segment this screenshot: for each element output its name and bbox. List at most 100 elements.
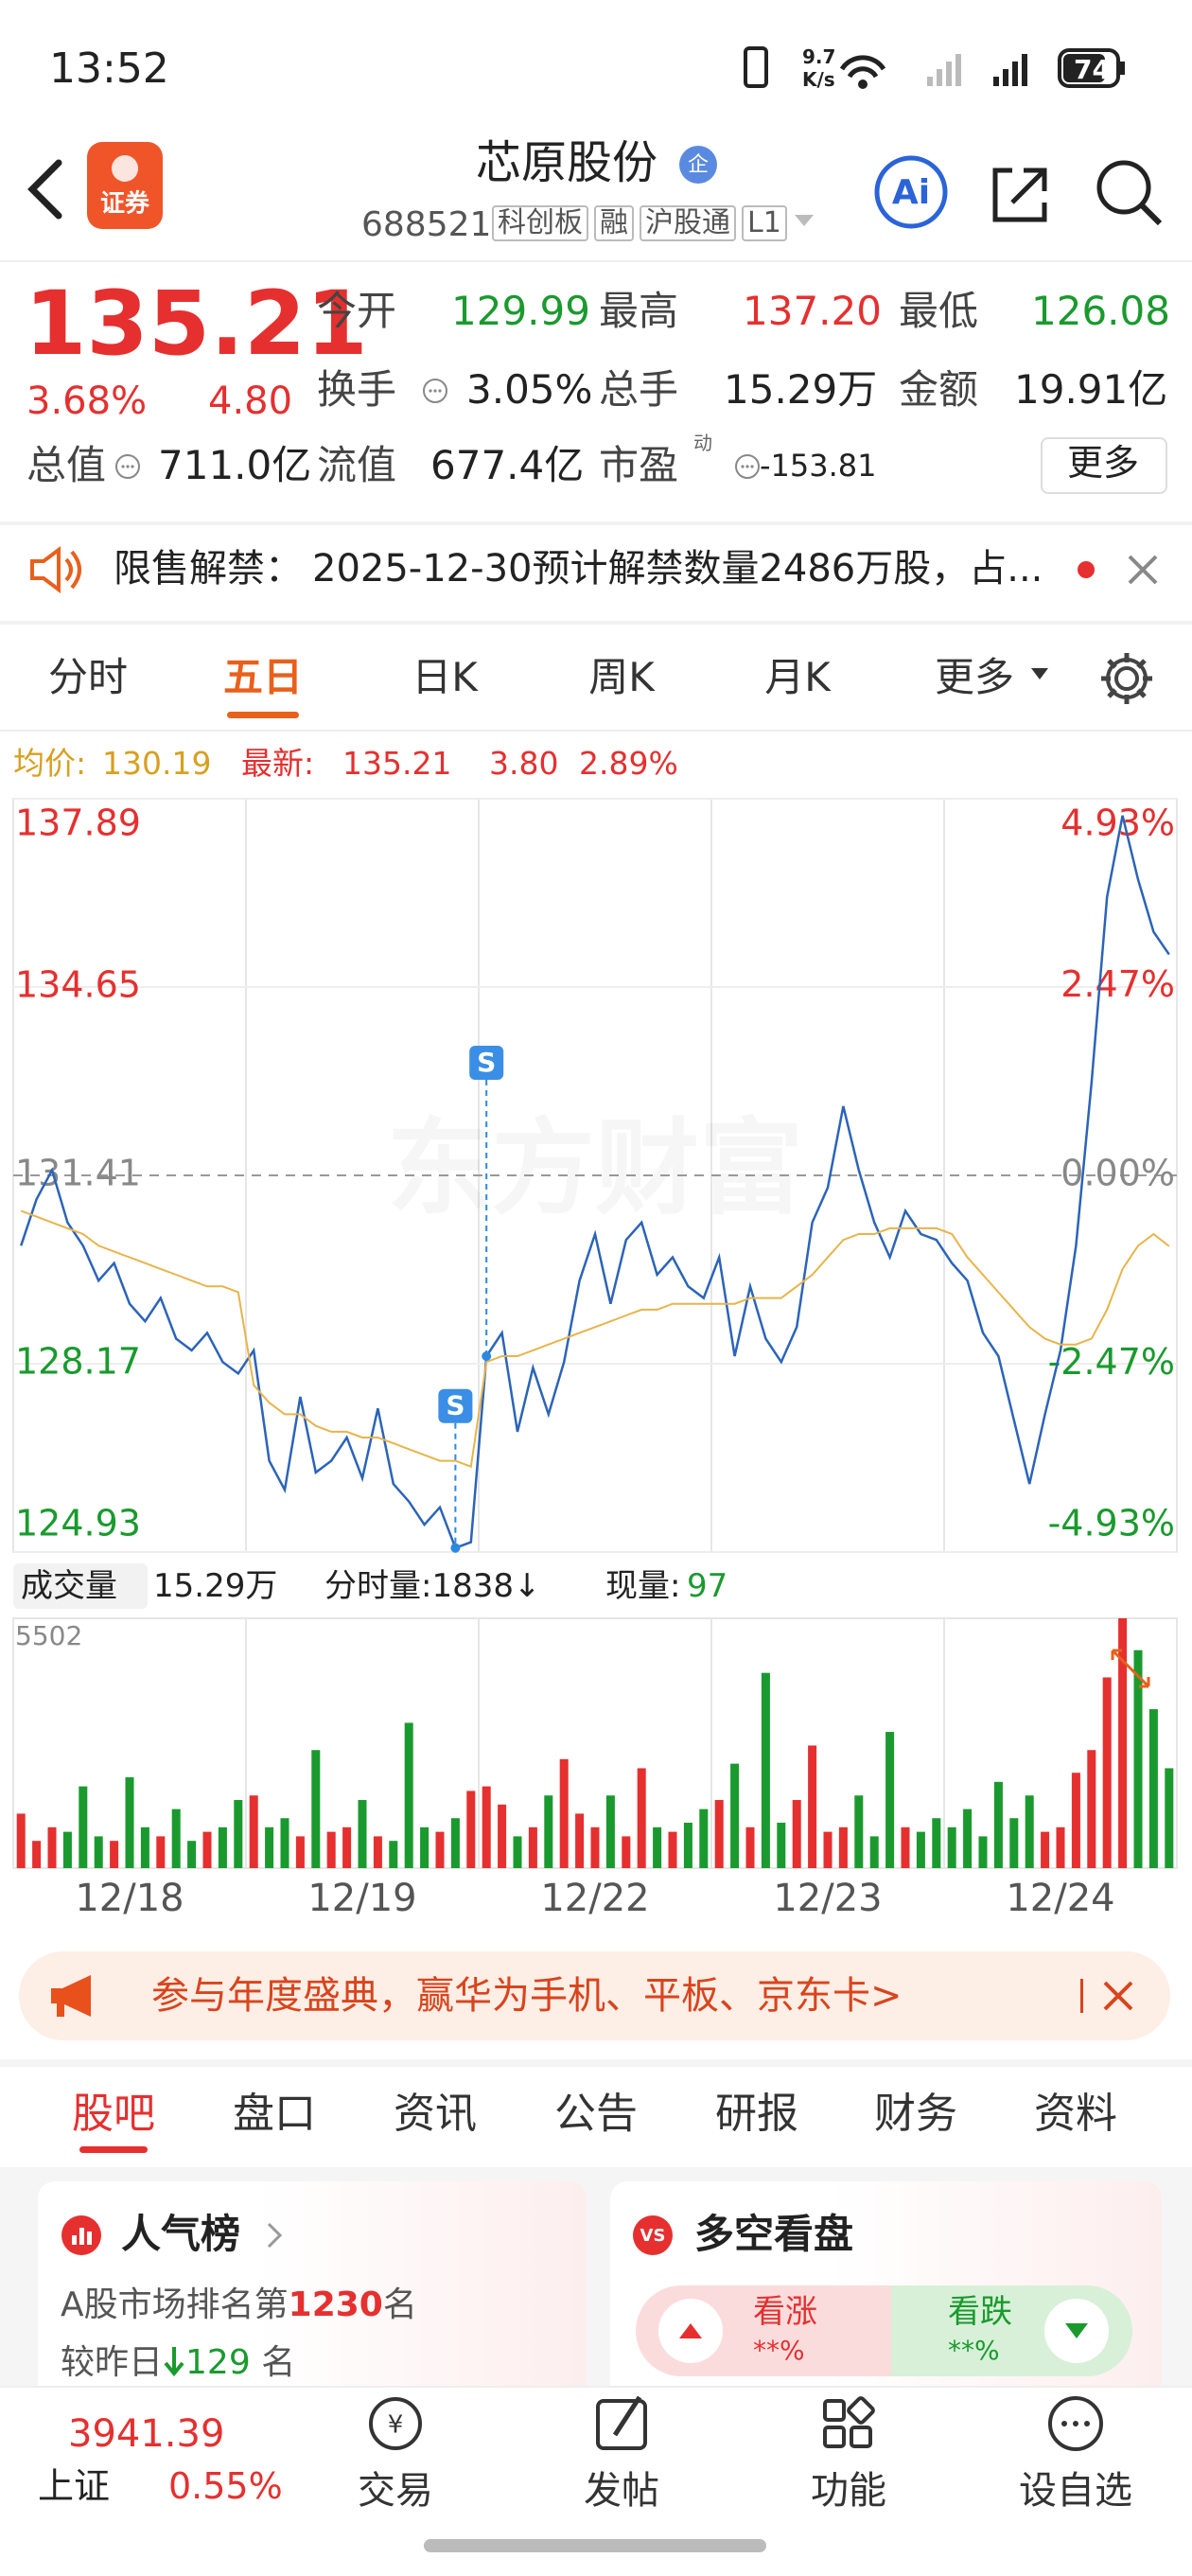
field-label: 总值 — [26, 442, 107, 488]
x-tick-label: 12/19 — [307, 1877, 416, 1920]
volume-bar — [885, 1732, 895, 1868]
banner-text[interactable]: 参与年度盛典，赢华为手机、平板、京东卡> — [151, 1974, 903, 2018]
volume-bar — [482, 1786, 491, 1868]
volume-bar — [730, 1763, 740, 1868]
volume-tick-label: 5502 — [15, 1620, 82, 1651]
section-tab[interactable]: 财务 — [874, 2090, 957, 2138]
tag-dropdown[interactable] — [793, 205, 815, 234]
volume-bar — [605, 1795, 615, 1868]
section-tab[interactable]: 研报 — [715, 2090, 798, 2138]
volume-bar — [901, 1826, 910, 1868]
field-label: 换手 — [317, 366, 397, 413]
chart: 东方财富137.89134.65131.41128.17124.934.93%2… — [12, 798, 1178, 1920]
y2-tick-label: 0.00% — [1061, 1153, 1175, 1194]
nav-label[interactable]: 设自选 — [1019, 2469, 1132, 2513]
volume-bar — [869, 1836, 879, 1868]
volume-bar — [171, 1808, 181, 1868]
field-value: 137.20 — [743, 288, 882, 334]
rank-change: 较昨日 129 名 — [61, 2345, 295, 2380]
notice-text[interactable]: 2025-12-30预计解禁数量2486万股，占... — [312, 547, 1043, 591]
info-icon[interactable] — [114, 452, 142, 481]
nav-label[interactable]: 发帖 — [584, 2469, 659, 2513]
volume-label[interactable]: 成交量 — [21, 1567, 117, 1605]
section-tab[interactable]: 公告 — [554, 2090, 638, 2138]
card-title[interactable]: 人气榜 — [121, 2211, 241, 2257]
stock-code: 688521 — [361, 205, 492, 244]
rank-value: 1230 — [288, 2285, 383, 2324]
change-value: 129 — [185, 2343, 251, 2382]
volume-bar — [140, 1826, 149, 1868]
period-tab[interactable]: 五日 — [222, 654, 303, 700]
volume-bar — [94, 1836, 103, 1868]
avg-value: 130.19 — [102, 745, 212, 782]
period-tab[interactable]: 周K — [588, 654, 655, 700]
vs-icon: VS — [633, 2215, 673, 2255]
banner[interactable] — [19, 1951, 1170, 2040]
x-tick-label: 12/22 — [540, 1877, 649, 1920]
price-line — [20, 815, 1170, 1550]
volume-bar — [745, 1826, 755, 1868]
volume-bar — [358, 1800, 367, 1868]
period-tab[interactable]: 月K — [764, 654, 831, 700]
index-change[interactable]: 0.55% — [168, 2465, 283, 2507]
nav-label[interactable]: 功能 — [811, 2469, 886, 2513]
volume-bar — [854, 1795, 864, 1868]
card-popularity[interactable] — [38, 2181, 587, 2386]
y2-tick-label: -2.47% — [1048, 1341, 1175, 1383]
y-tick-label: 137.89 — [15, 803, 141, 844]
volume-bar — [513, 1836, 522, 1868]
volume-bar — [62, 1831, 72, 1868]
info-icon[interactable] — [733, 452, 762, 481]
ai-button[interactable]: Ai — [892, 173, 930, 212]
svg-text:¥: ¥ — [388, 2411, 404, 2440]
volume-bar — [1025, 1795, 1034, 1868]
avg-label: 均价: — [13, 745, 87, 782]
period-tab[interactable]: 日K — [412, 654, 478, 700]
volume-bar — [420, 1826, 429, 1868]
price: 135.21 — [25, 273, 368, 376]
volume-dropdown[interactable] — [13, 1563, 148, 1609]
vs-text: VS — [640, 2226, 666, 2246]
y-tick-label: 134.65 — [15, 964, 141, 1006]
bear-label[interactable]: 看跌 — [948, 2293, 1012, 2331]
volume-bar — [575, 1813, 585, 1868]
y-tick-label: 131.41 — [15, 1153, 141, 1194]
section-tab[interactable]: 资料 — [1034, 2090, 1117, 2138]
tag-row: 科创板融沪股通 L1 — [492, 205, 815, 241]
more-text[interactable]: 更多 — [1067, 442, 1140, 484]
info-icon[interactable] — [421, 377, 449, 405]
index-value[interactable]: 3941.39 — [68, 2412, 225, 2456]
volume-bar — [47, 1826, 57, 1868]
volume-bar — [435, 1831, 445, 1868]
battery-level: 74 — [1074, 54, 1111, 85]
volume-bar — [326, 1831, 336, 1868]
change-pct: 3.68% — [26, 379, 148, 423]
marker-label: S — [477, 1047, 496, 1078]
divider — [0, 260, 1192, 262]
more-button[interactable] — [1041, 437, 1167, 494]
volume-bar — [466, 1791, 476, 1868]
volume-bar — [389, 1841, 398, 1868]
settings-icon[interactable] — [1097, 649, 1156, 708]
period-tab[interactable]: 更多 — [934, 654, 1014, 700]
divider — [0, 2059, 1192, 2067]
status-time: 13:52 — [49, 44, 169, 93]
divider — [0, 621, 1192, 625]
card-title[interactable]: 多空看盘 — [694, 2211, 854, 2257]
section-tab[interactable]: 股吧 — [72, 2090, 155, 2138]
volume-bar — [699, 1808, 709, 1868]
period-tab[interactable]: 分时 — [47, 654, 128, 700]
field-label: 市盈 — [599, 442, 679, 488]
field-value: 19.91亿 — [1014, 366, 1168, 413]
section-tab[interactable]: 盘口 — [233, 2090, 316, 2138]
section-tab[interactable]: 资讯 — [394, 2090, 477, 2138]
bull-label[interactable]: 看涨 — [753, 2293, 817, 2331]
index-name[interactable]: 上证 — [38, 2465, 111, 2507]
nav-label[interactable]: 交易 — [358, 2469, 433, 2513]
y2-tick-label: -4.93% — [1048, 1503, 1175, 1544]
notice-controls[interactable] — [1069, 549, 1173, 591]
field-value: 126.08 — [1031, 288, 1170, 334]
bull-pct: **% — [753, 2335, 805, 2366]
banner-close[interactable] — [1078, 1973, 1154, 2019]
